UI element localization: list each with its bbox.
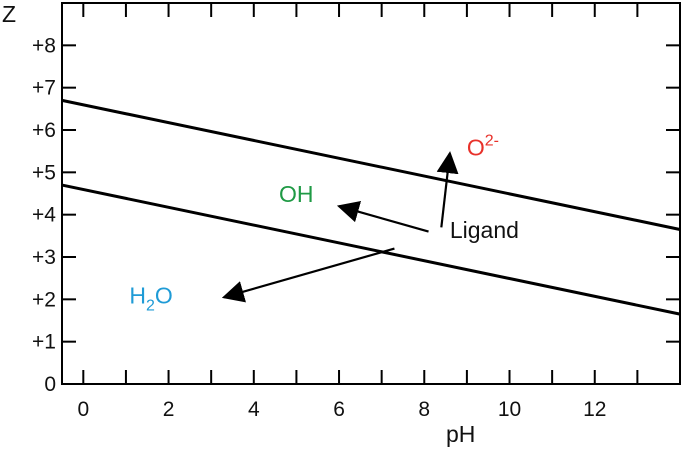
- y-tick-label: +8: [32, 34, 56, 57]
- arrow-to-o2: [436, 151, 459, 228]
- x-tick-label: 8: [418, 398, 430, 421]
- ligand-arrows: [221, 151, 459, 303]
- x-tick-label: 10: [498, 398, 521, 421]
- x-tick-label: 4: [248, 398, 260, 421]
- y-tick-label: 0: [44, 373, 56, 396]
- ligand-label: Ligand: [450, 217, 519, 243]
- arrow-to-oh: [336, 201, 429, 233]
- series-lines: [61, 98, 681, 316]
- oh-label: OH: [279, 181, 314, 207]
- x-axis-ticks: 0 2 4 6 8 10 12: [77, 3, 639, 421]
- y-tick-label: +3: [32, 246, 56, 269]
- y-tick-label: +5: [32, 161, 56, 184]
- plot-frame: [61, 2, 681, 385]
- x-tick-label: 12: [583, 398, 606, 421]
- y-tick-label: +1: [32, 331, 56, 354]
- series-line-1: [61, 98, 681, 231]
- y-tick-label: +6: [32, 119, 56, 142]
- h2o-label-h: H: [129, 283, 146, 309]
- y-tick-label: +4: [32, 204, 56, 227]
- x-tick-label: 6: [333, 398, 345, 421]
- h2o-label: H2O: [129, 283, 172, 315]
- x-axis-title: pH: [446, 421, 475, 447]
- o2-label: O2-: [467, 132, 499, 160]
- x-tick-label: 0: [77, 398, 89, 421]
- x-tick-label: 2: [163, 398, 175, 421]
- h2o-label-o: O: [155, 283, 173, 309]
- y-tick-label: +2: [32, 288, 56, 311]
- y-tick-label: +7: [32, 77, 56, 100]
- h2o-label-subscript: 2: [146, 298, 155, 315]
- series-line-2: [61, 183, 681, 316]
- o2-label-charge: 2-: [485, 132, 499, 149]
- y-axis-title: Z: [2, 1, 16, 27]
- y-axis-ticks: 0 +1 +2 +3 +4 +5 +6 +7 +8: [32, 34, 680, 396]
- o2-label-base: O: [467, 134, 485, 160]
- arrow-to-h2o: [221, 247, 395, 303]
